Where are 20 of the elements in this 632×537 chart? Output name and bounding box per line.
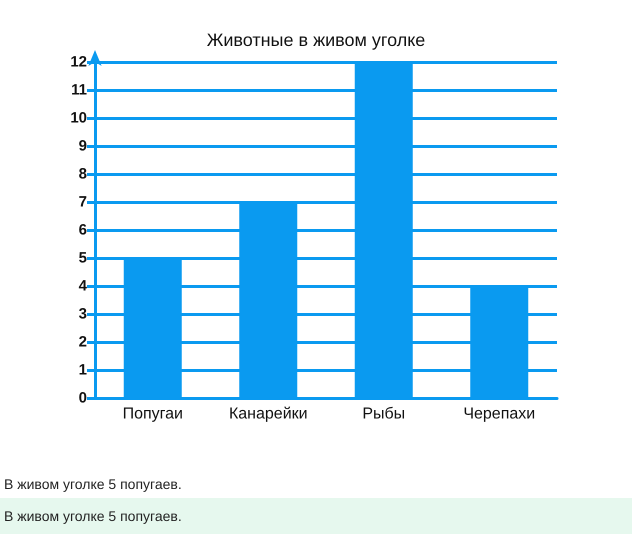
x-tick-label: Канарейки [228, 406, 308, 422]
y-tick-label: 1 [78, 362, 87, 378]
y-tick-label: 9 [78, 138, 87, 154]
y-tick-label: 7 [78, 194, 87, 210]
y-tick-label: 2 [78, 334, 87, 350]
y-tick-label: 5 [78, 250, 87, 266]
x-tick-label: Попугаи [122, 406, 183, 422]
y-tick-label: 12 [70, 54, 87, 70]
y-tick-label: 10 [70, 110, 87, 126]
x-tick-label: Черепахи [463, 406, 536, 422]
y-tick-label: 0 [78, 390, 87, 406]
y-tick-label: 3 [78, 306, 87, 322]
y-tick-label: 4 [78, 278, 88, 294]
chart-title: Животные в живом уголке [206, 30, 426, 50]
text: В живом уголке 5 попугаев. [0, 498, 632, 534]
y-tick-label: 11 [71, 82, 87, 98]
y-tick-label: 8 [78, 166, 87, 182]
y-tick-label: 6 [78, 222, 87, 238]
text: В живом уголке 5 попугаев. [3, 475, 183, 494]
x-tick-label: Рыбы [362, 406, 406, 422]
